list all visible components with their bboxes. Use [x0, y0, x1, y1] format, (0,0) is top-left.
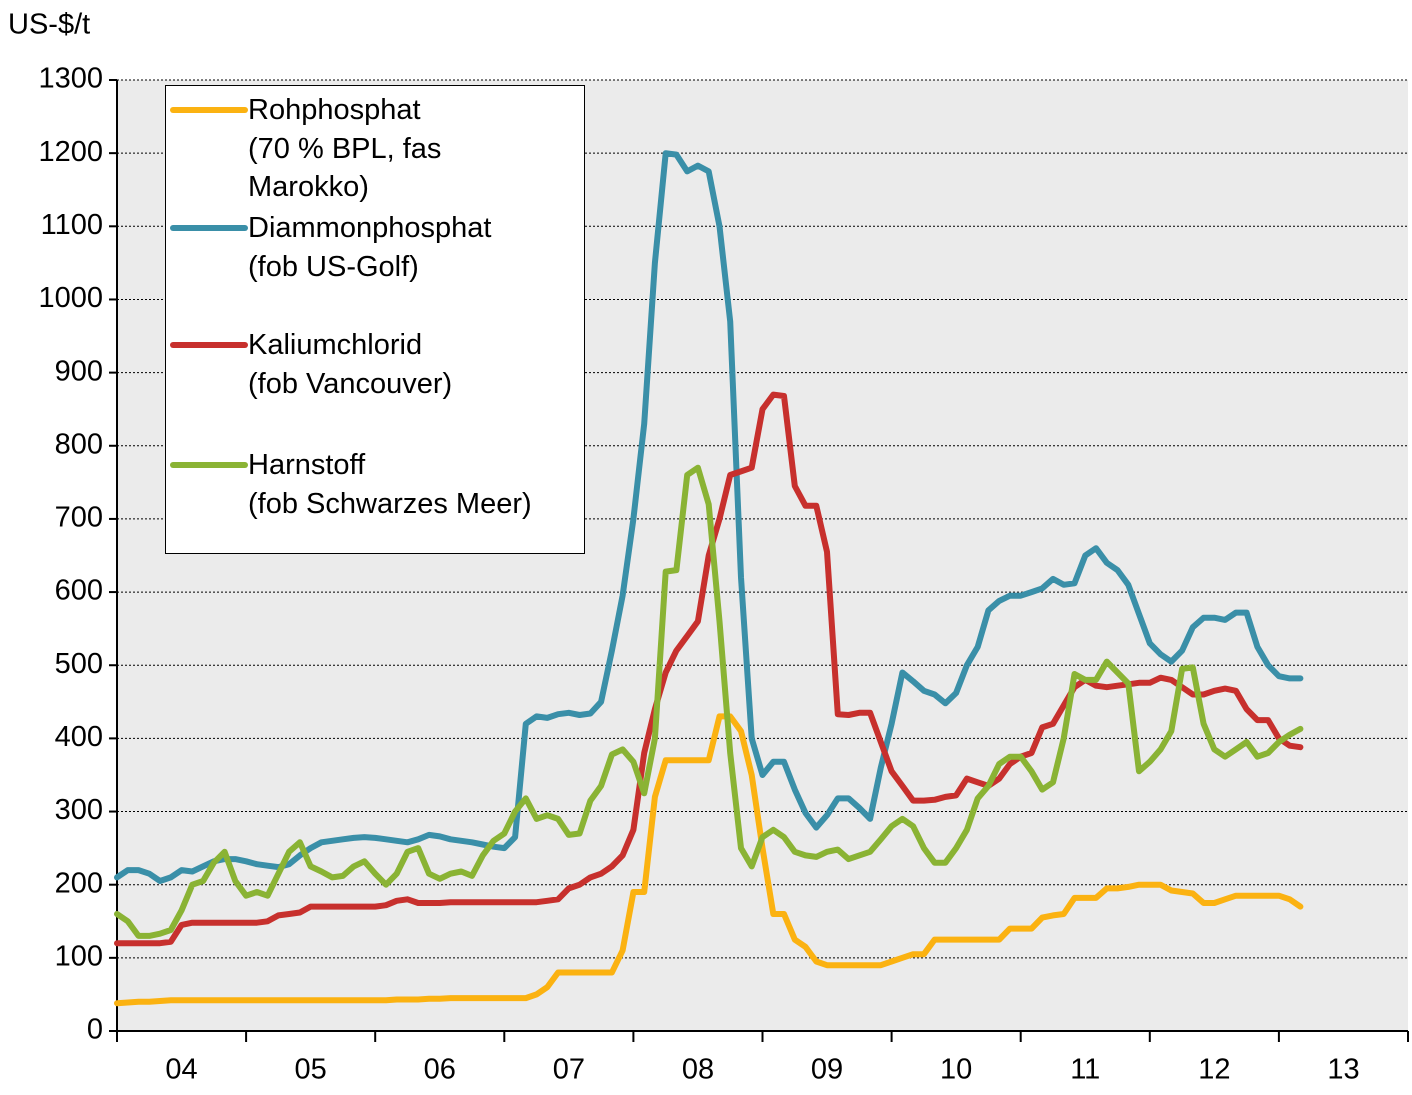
x-tick-label: 10 [940, 1054, 972, 1086]
y-tick-label: 500 [55, 648, 103, 680]
x-tick-label: 07 [553, 1054, 585, 1086]
series-line [114, 464, 1304, 939]
series-line [114, 150, 1304, 884]
y-tick-label: 0 [87, 1014, 103, 1046]
legend-label: Harnstoff (fob Schwarzes Meer) [248, 449, 532, 520]
y-tick-label: 800 [55, 428, 103, 460]
series-line [114, 391, 1304, 947]
y-tick-label: 1100 [41, 209, 103, 241]
legend-label: Diammonphosphat (fob US-Golf) [248, 212, 492, 283]
y-tick-label: 1000 [38, 282, 103, 314]
y-tick-label: 100 [55, 941, 103, 973]
x-tick-label: 09 [811, 1054, 843, 1086]
legend-swatch [170, 107, 248, 113]
y-tick-label: 900 [55, 355, 103, 387]
y-tick-label: 400 [55, 721, 103, 753]
y-tick-label: 600 [55, 575, 103, 607]
x-tick-label: 13 [1327, 1054, 1359, 1086]
x-tick-label: 06 [424, 1054, 456, 1086]
legend: Rohphosphat (70 % BPL, fas Marokko) Diamm… [165, 85, 585, 554]
y-tick-label: 1300 [38, 63, 103, 95]
y-tick-label: 200 [55, 867, 103, 899]
y-tick-label: 300 [55, 794, 103, 826]
x-tick-label: 12 [1198, 1054, 1230, 1086]
y-axis-label: US-$/t [8, 9, 90, 41]
x-tick-label: 05 [295, 1054, 327, 1086]
x-tick-label: 08 [682, 1054, 714, 1086]
legend-swatch [170, 342, 248, 348]
y-tick-label: 700 [55, 502, 103, 534]
legend-label: Kaliumchlorid (fob Vancouver) [248, 329, 453, 400]
legend-label: Rohphosphat (70 % BPL, fas Marokko) [248, 94, 442, 203]
legend-swatch [170, 462, 248, 468]
y-tick-label: 1200 [38, 136, 103, 168]
legend-swatch [170, 225, 248, 231]
x-tick-label: 04 [165, 1054, 197, 1086]
series-line [114, 713, 1304, 1007]
x-tick-label: 11 [1070, 1054, 1100, 1086]
